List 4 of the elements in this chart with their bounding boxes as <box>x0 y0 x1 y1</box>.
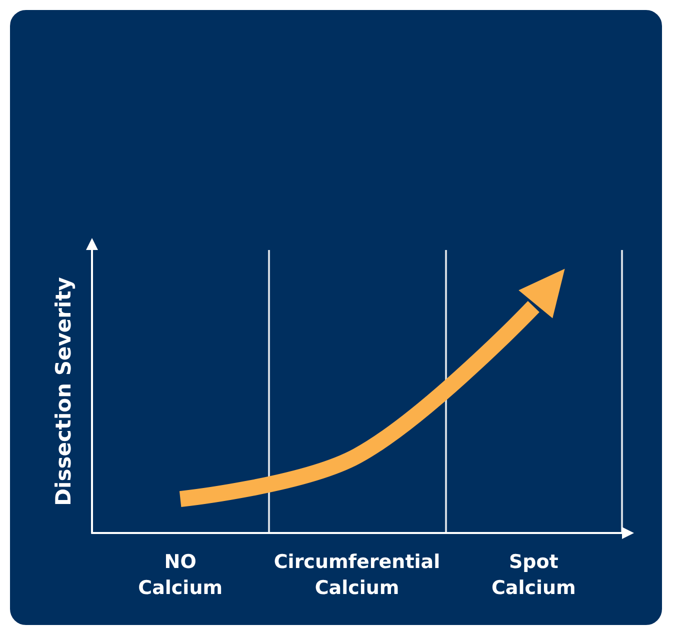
x-tick-label: Circumferential Calcium <box>274 551 440 599</box>
x-tick-label: NO Calcium <box>138 551 223 599</box>
y-axis-title: Dissection Severity <box>52 276 76 506</box>
x-tick-label: Spot Calcium <box>491 551 576 599</box>
